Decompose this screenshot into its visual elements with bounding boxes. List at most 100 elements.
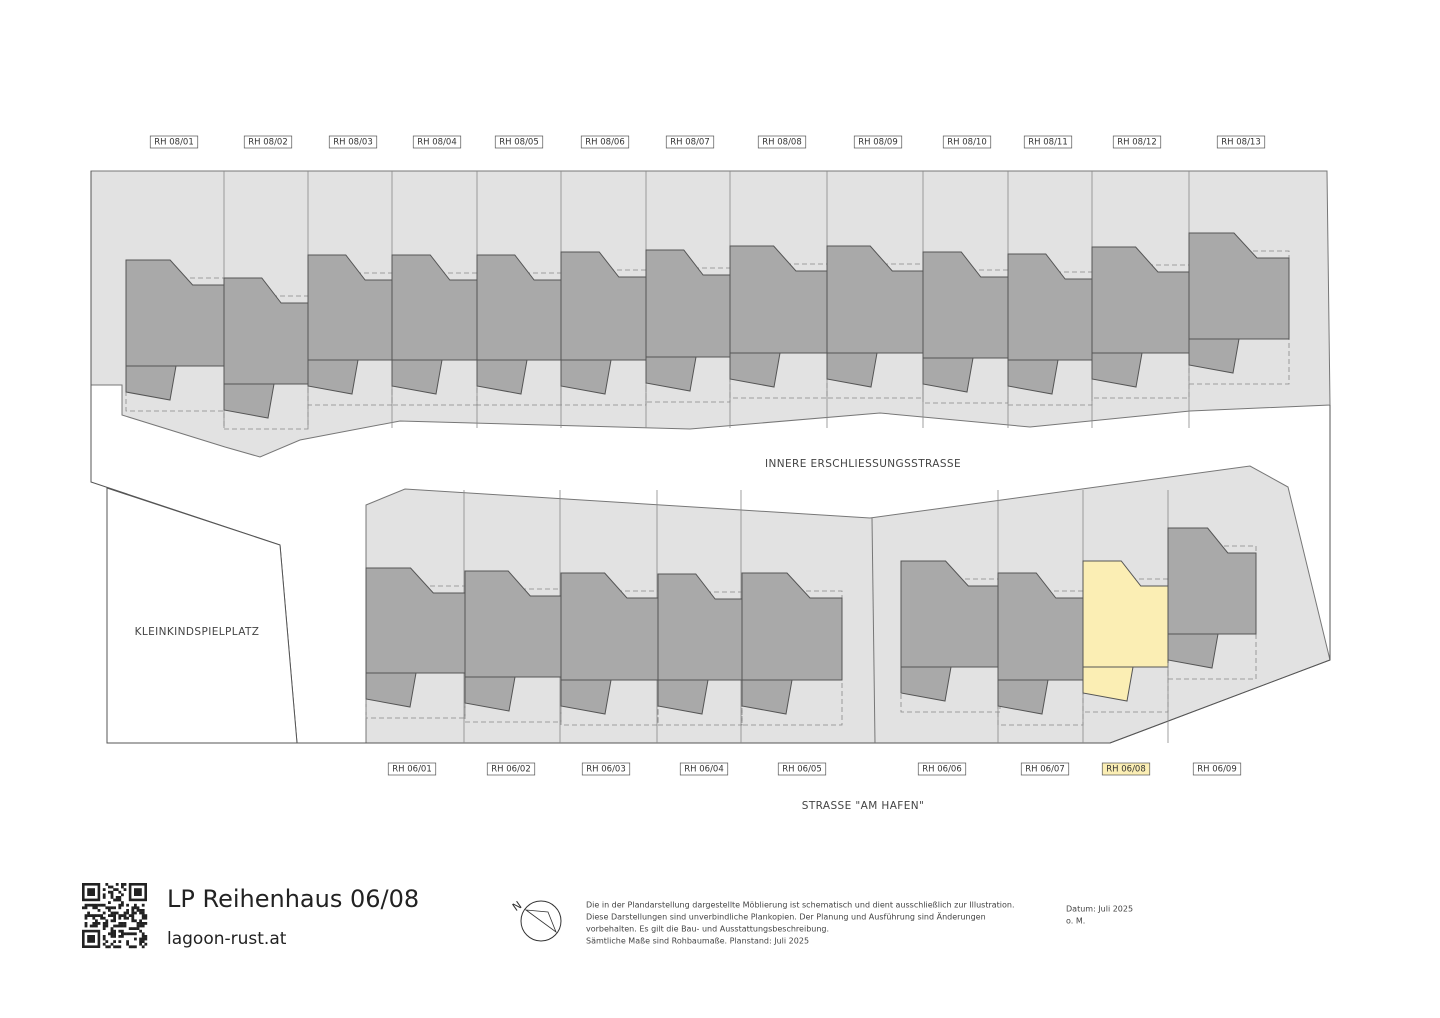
unit-label-box	[1101, 762, 1151, 776]
qr-module	[95, 919, 98, 923]
unit-label: RH 06/09	[1197, 765, 1237, 775]
north-arrow: N	[510, 899, 562, 942]
qr-module	[126, 903, 129, 907]
qr-module	[126, 916, 129, 920]
street-label: STRASSE "AM HAFEN"	[802, 800, 924, 812]
qr-module	[141, 916, 145, 920]
unit-label: RH 06/07	[1025, 765, 1065, 775]
garage	[826, 352, 878, 388]
qr-module	[105, 883, 109, 886]
qr-module	[110, 927, 114, 930]
qr-module	[113, 935, 116, 938]
qr-module	[139, 924, 142, 928]
unit-label-box	[777, 762, 827, 776]
qr-module	[139, 911, 142, 915]
garage	[922, 357, 974, 393]
qr-module	[131, 909, 135, 912]
qr-module	[95, 924, 98, 928]
qr-module	[89, 924, 93, 928]
qr-module	[95, 914, 98, 917]
houses	[125, 171, 1290, 743]
qr-module	[131, 911, 135, 915]
qr-module	[82, 906, 85, 910]
qr-module	[105, 906, 109, 910]
qr-module	[141, 903, 145, 907]
disclaimer-line: vorbehalten. Es gilt die Bau- und Aussta…	[586, 925, 829, 934]
qr-module	[126, 932, 129, 936]
disclaimer-line: Diese Darstellungen sind unverbindliche …	[586, 912, 986, 922]
qr-module	[139, 909, 142, 912]
qr-module	[123, 883, 127, 886]
qr-module	[102, 924, 106, 928]
garage	[1167, 633, 1219, 669]
qr-module	[123, 924, 127, 928]
unit-label: RH 08/13	[1221, 138, 1261, 148]
qr-module	[134, 932, 137, 936]
unit-label-box	[757, 135, 807, 149]
qr-module	[89, 903, 93, 907]
qr-module	[95, 903, 98, 907]
unit-label: RH 06/01	[392, 765, 432, 775]
qr-module	[136, 906, 140, 910]
unit-label: RH 08/06	[585, 138, 625, 148]
qr-module	[144, 922, 148, 925]
qr-module	[136, 909, 140, 912]
unit-label-box	[580, 135, 630, 149]
qr-module	[92, 924, 96, 928]
qr-module	[113, 945, 116, 949]
disclaimer-line: Sämtliche Maße sind Rohbaumaße. Planstan…	[586, 937, 809, 946]
garage	[223, 383, 275, 419]
qr-module	[105, 924, 109, 928]
qr-module	[131, 945, 135, 949]
qr-module	[134, 903, 137, 907]
plot-divider	[871, 517, 876, 744]
unit-label-box	[1192, 762, 1242, 776]
garage	[997, 679, 1049, 715]
garage	[1188, 338, 1240, 374]
garage	[1091, 352, 1143, 388]
qr-module	[97, 909, 101, 912]
qr-module	[121, 929, 124, 933]
unit-label-box	[665, 135, 715, 149]
qr-module	[141, 945, 145, 949]
qr-module	[123, 922, 127, 925]
qr-module	[108, 885, 111, 889]
qr-module	[141, 924, 145, 928]
unit-label: RH 06/04	[684, 765, 724, 775]
unit-label: RH 06/02	[491, 765, 531, 775]
qr-module	[118, 935, 122, 938]
qr-module	[113, 929, 116, 933]
terrace-dashed	[125, 277, 225, 412]
qr-module	[89, 914, 93, 917]
unit-label: RH 08/08	[762, 138, 802, 148]
qr-module	[126, 911, 129, 915]
qr-module	[92, 922, 96, 925]
qr-module	[115, 911, 119, 915]
qr-module	[121, 901, 124, 904]
qr-module	[84, 924, 88, 928]
qr-module	[121, 903, 124, 907]
qr-module	[131, 906, 135, 910]
qr-module	[134, 919, 137, 923]
unit-label: RH 06/08	[1106, 765, 1146, 775]
qr-module	[102, 922, 106, 925]
qr-module	[128, 945, 132, 949]
qr-module	[115, 888, 119, 891]
garage	[657, 679, 709, 715]
garage	[307, 359, 359, 395]
qr-module	[118, 922, 122, 925]
qr-module	[123, 916, 127, 920]
qr-module	[100, 914, 103, 917]
qr-module	[141, 932, 145, 936]
qr-module	[84, 906, 88, 910]
garage	[560, 359, 612, 395]
qr-module	[87, 911, 90, 915]
qr-module	[97, 903, 101, 907]
terrace-dashed	[365, 585, 466, 719]
qr-module	[131, 916, 135, 920]
qr-module	[102, 888, 106, 891]
qr-module	[110, 885, 114, 889]
unit-label: RH 08/10	[947, 138, 987, 148]
qr-module	[108, 901, 111, 904]
